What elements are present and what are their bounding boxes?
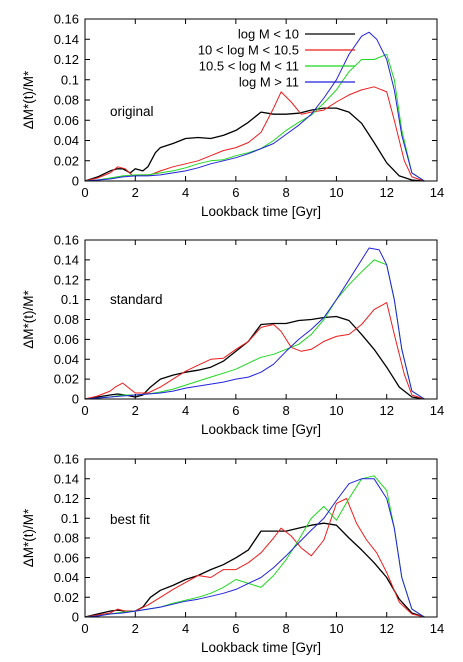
y-tick-label: 0.1 (61, 292, 79, 307)
plot-frame (84, 458, 438, 618)
y-tick-label: 0.08 (54, 531, 79, 546)
x-tick-label: 12 (379, 621, 393, 636)
x-tick-label: 14 (430, 621, 444, 636)
y-tick-label: 0 (72, 610, 79, 625)
y-tick-label: 0.04 (54, 133, 79, 148)
x-tick-label: 8 (283, 621, 290, 636)
x-tick-label: 14 (430, 185, 444, 200)
legend-label-10-log-m-10-5: 10 < log M < 10.5 (198, 43, 299, 58)
x-tick-label: 8 (283, 403, 290, 418)
panel-standard: 0 2 4 6 8 10 12 14 0 0.02 0.04 0.06 0.08 0.1 0.12 0.14 0… (21, 233, 444, 438)
x-tick-label: 0 (81, 185, 88, 200)
x-tick-label: 0 (81, 621, 88, 636)
x-axis-label: Lookback time [Gyr] (201, 640, 321, 655)
x-tick-label: 8 (283, 185, 290, 200)
series-line-log-m-10 (84, 107, 425, 182)
y-tick-label: 0.16 (54, 233, 79, 248)
y-tick-label: 0.08 (54, 312, 79, 327)
y-tick-label: 0.04 (54, 352, 79, 367)
x-tick-label: 4 (182, 185, 189, 200)
series-line-log-m-11 (84, 31, 425, 182)
x-tick-label: 10 (329, 403, 343, 418)
y-tick-label: 0.12 (54, 272, 79, 287)
panel-label: standard (110, 292, 163, 307)
x-tick-label: 6 (232, 185, 239, 200)
y-tick-label: 0.02 (54, 590, 79, 605)
y-axis-label: ΔM*(t)/M* (21, 290, 36, 349)
legend-label-log-m-11: log M > 11 (239, 75, 299, 90)
y-tick-label: 0.14 (54, 471, 79, 486)
y-tick-label: 0.14 (54, 252, 79, 267)
y-tick-label: 0.16 (54, 452, 79, 467)
y-tick-label: 0.06 (54, 113, 79, 128)
x-tick-label: 4 (182, 403, 189, 418)
panel-label: best fit (110, 512, 150, 527)
y-tick-label: 0.1 (61, 72, 79, 87)
x-tick-label: 2 (132, 621, 139, 636)
x-tick-label: 10 (329, 185, 343, 200)
panel-original: 0 2 4 6 8 10 12 14 0 0.02 0.04 0.06 0.08 0.1 0.12 0.14 0… (21, 12, 444, 220)
panel-best-fit: 0 2 4 6 8 10 12 14 0 0.02 0.04 0.06 0.08 0.1 0.12 0.14 0… (21, 452, 444, 656)
series-line-10-log-m-10-5 (84, 302, 425, 400)
series-line-log-m-10 (84, 522, 425, 618)
x-tick-label: 6 (232, 403, 239, 418)
legend-label-log-m-10: log M < 10 (238, 27, 299, 42)
y-tick-label: 0.14 (54, 32, 79, 47)
series-line-10-5-log-m-11 (84, 475, 425, 618)
legend-label-10-5-log-m-11: 10.5 < log M < 11 (199, 59, 299, 74)
series-line-log-m-11 (84, 478, 425, 618)
x-axis-label: Lookback time [Gyr] (201, 204, 321, 219)
y-tick-label: 0.06 (54, 550, 79, 565)
series-line-10-5-log-m-11 (84, 259, 425, 400)
x-tick-label: 0 (81, 403, 88, 418)
y-tick-label: 0.08 (54, 93, 79, 108)
x-tick-label: 2 (132, 185, 139, 200)
x-tick-label: 12 (379, 403, 393, 418)
y-tick-label: 0 (72, 392, 79, 407)
series-line-log-m-11 (84, 247, 425, 400)
y-axis-label: ΔM*(t)/M* (21, 508, 36, 567)
y-axis-label: ΔM*(t)/M* (21, 70, 36, 129)
series-line-log-m-10 (84, 315, 425, 400)
y-tick-label: 0.02 (54, 372, 79, 387)
series-line-10-log-m-10-5 (84, 86, 425, 182)
x-tick-label: 2 (132, 403, 139, 418)
y-tick-label: 0.02 (54, 153, 79, 168)
panel-label: original (110, 104, 154, 119)
x-tick-label: 12 (379, 185, 393, 200)
y-tick-label: 0 (72, 174, 79, 189)
y-tick-label: 0.04 (54, 570, 79, 585)
y-tick-label: 0.1 (61, 511, 79, 526)
x-tick-label: 6 (232, 621, 239, 636)
y-tick-label: 0.06 (54, 332, 79, 347)
y-tick-label: 0.12 (54, 52, 79, 67)
x-tick-label: 4 (182, 621, 189, 636)
x-tick-label: 14 (430, 403, 444, 418)
y-tick-label: 0.12 (54, 491, 79, 506)
y-tick-label: 0.16 (54, 12, 79, 27)
x-tick-label: 10 (329, 621, 343, 636)
x-axis-label: Lookback time [Gyr] (201, 422, 321, 437)
